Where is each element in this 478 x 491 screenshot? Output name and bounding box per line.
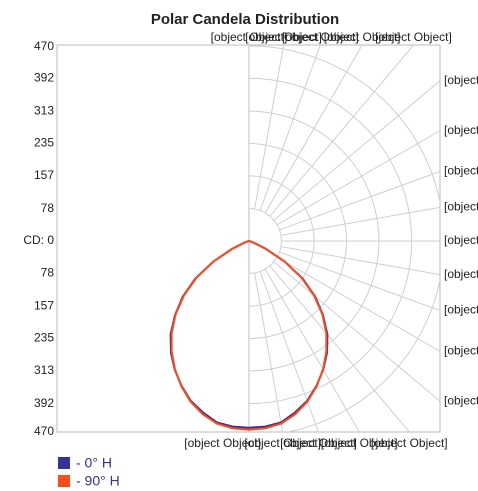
grid-radial [279,171,440,231]
y-tick-label: 470 [34,39,54,53]
y-tick-label: 392 [34,396,54,410]
grid-radial [264,45,363,214]
grid-radial [269,45,414,217]
chart-title: Polar Candela Distribution [151,11,339,28]
y-tick-label: 235 [34,331,54,345]
candela-curve [248,240,328,431]
angle-tick-label: [object Object] [245,30,322,44]
angle-tick-label: [object Object] [444,73,478,87]
legend-swatch [58,457,70,469]
angle-tick-label: [object Object] [444,267,478,281]
candela-curve [248,240,329,429]
angle-tick-label: [object Object] [444,303,478,317]
angle-tick-label: [object Object] [184,436,261,450]
y-tick-label: 470 [34,424,54,438]
angle-tick-label: [object Object] [444,123,478,137]
y-tick-label: 313 [34,103,54,117]
angle-tick-label: [object Object] [244,436,321,450]
y-tick-label: 313 [34,363,54,377]
angle-tick-label: [object Object] [324,30,401,44]
angle-tick-label: [object Object] [444,393,478,407]
legend-swatch [58,475,70,487]
angle-tick-label: [object Object] [444,233,478,247]
y-tick-label: CD: 0 [23,233,54,247]
grid-radial [259,271,319,432]
grid-radial [264,268,360,432]
y-tick-label: 78 [41,201,55,215]
candela-curve [169,240,250,429]
grid-radial [259,45,321,211]
angle-tick-label: [object Object] [282,30,359,44]
legend-label: - 90° H [76,473,120,489]
grid-radial [254,45,285,210]
angle-tick-label: [object Object] [211,30,288,44]
polar-grid [249,45,440,432]
y-tick-label: 157 [34,168,54,182]
grid-radial [273,80,440,221]
grid-radial [273,261,440,402]
grid-radial [276,256,440,352]
y-tick-label: 392 [34,71,54,85]
grid-radial [280,206,440,236]
angle-tick-label: [object Object] [444,164,478,178]
legend-label: - 0° H [76,455,112,471]
y-tick-label: 157 [34,298,54,312]
grid-radial [254,272,284,432]
grid-radial [276,130,440,226]
candela-curve [170,240,250,431]
angle-tick-label: [object Object] [321,436,398,450]
angle-tick-label: [object Object] [280,436,357,450]
grid-radial [269,265,410,432]
angle-tick-label: [object Object] [444,343,478,357]
angle-tick-label: [object Object] [444,199,478,213]
angle-tick-label: [object Object] [375,30,452,44]
angle-tick-label: [object Object] [371,436,448,450]
grid-radial [280,246,440,276]
y-tick-label: 235 [34,136,54,150]
y-tick-label: 78 [41,266,55,280]
grid-radial [279,251,440,311]
